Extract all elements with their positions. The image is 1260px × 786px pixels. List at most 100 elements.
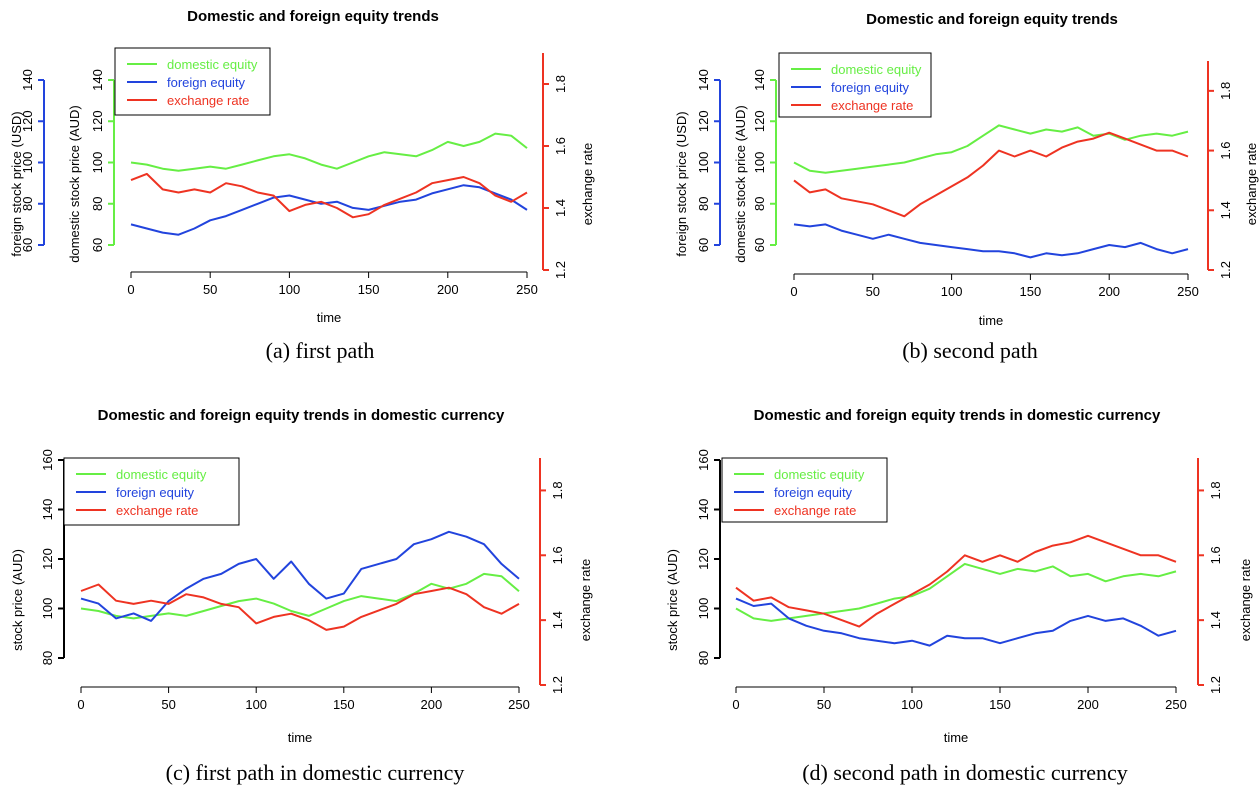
x-tick-label: 150	[989, 697, 1011, 712]
left-axis-label: stock price (AUD)	[10, 549, 25, 651]
right-axis-label: exchange rate	[578, 559, 593, 641]
left-tick-label: 140	[90, 69, 105, 91]
x-tick-label: 250	[508, 697, 530, 712]
left-tick-label: 60	[752, 238, 767, 252]
left-tick-label: 60	[20, 238, 35, 252]
chart-title: Domestic and foreign equity trends in do…	[98, 407, 505, 424]
right-tick-label: 1.4	[1218, 201, 1233, 219]
left-axis-label: domestic stock price (AUD)	[733, 105, 748, 262]
series-line-domestic-equity	[735, 562, 1177, 622]
x-axis-label: time	[979, 313, 1004, 328]
series-line-foreign-equity	[130, 184, 528, 236]
x-tick-label: 0	[127, 282, 134, 297]
left-tick-label: 80	[90, 197, 105, 211]
left-tick-label: 80	[20, 197, 35, 211]
caption-c: (c) first path in domestic currency	[165, 760, 465, 785]
legend-entry: domestic equity	[116, 467, 207, 482]
left-tick-label: 140	[696, 69, 711, 91]
left-tick-label: 140	[40, 499, 55, 521]
x-tick-label: 200	[421, 697, 443, 712]
x-tick-label: 0	[790, 284, 797, 299]
x-tick-label: 50	[866, 284, 880, 299]
right-axis-label: exchange rate	[1238, 559, 1253, 641]
legend-entry: foreign equity	[774, 485, 853, 500]
chart-panel-a: Domestic and foreign equity trends 0 50 100…	[9, 8, 595, 325]
left-axis-label: foreign stock price (USD)	[674, 111, 689, 256]
legend-entry: exchange rate	[831, 98, 913, 113]
legend-entry: exchange rate	[167, 93, 249, 108]
chart-panel-c: Domestic and foreign equity trends in do…	[10, 407, 593, 745]
right-tick-label: 1.4	[550, 611, 565, 629]
x-axis-label: time	[317, 310, 342, 325]
left-tick-label: 60	[696, 238, 711, 252]
x-tick-label: 200	[1098, 284, 1120, 299]
series-line-exchange-rate	[735, 534, 1177, 628]
series-line-domestic-equity	[793, 124, 1189, 174]
caption-b: (b) second path	[902, 338, 1038, 363]
series-line-exchange-rate	[793, 131, 1189, 218]
left-tick-label: 80	[752, 197, 767, 211]
legend-entry: exchange rate	[774, 503, 856, 518]
left-tick-label: 100	[696, 152, 711, 174]
chart-panel-d: Domestic and foreign equity trends in do…	[665, 407, 1253, 745]
left-tick-label: 120	[752, 110, 767, 132]
left-tick-label: 80	[696, 651, 711, 665]
x-tick-label: 50	[817, 697, 831, 712]
right-tick-label: 1.6	[550, 546, 565, 564]
x-tick-label: 100	[941, 284, 963, 299]
right-tick-label: 1.8	[550, 481, 565, 499]
left-tick-label: 100	[20, 152, 35, 174]
left-tick-label: 120	[20, 110, 35, 132]
right-tick-label: 1.6	[1218, 142, 1233, 160]
right-tick-label: 1.2	[553, 261, 568, 279]
series-line-exchange-rate	[130, 172, 528, 219]
left-tick-label: 160	[40, 449, 55, 471]
legend-entry: foreign equity	[831, 80, 910, 95]
legend-entry: domestic equity	[774, 467, 865, 482]
x-tick-label: 100	[279, 282, 301, 297]
left-tick-label: 60	[90, 238, 105, 252]
legend-entry: domestic equity	[831, 62, 922, 77]
left-tick-label: 160	[696, 449, 711, 471]
right-tick-label: 1.8	[1218, 82, 1233, 100]
left-tick-label: 140	[20, 69, 35, 91]
left-tick-label: 120	[90, 110, 105, 132]
x-tick-label: 150	[333, 697, 355, 712]
series-line-exchange-rate	[80, 583, 520, 631]
right-tick-label: 1.8	[1208, 481, 1223, 499]
left-tick-label: 140	[696, 499, 711, 521]
legend-entry: foreign equity	[116, 485, 195, 500]
x-tick-label: 150	[1020, 284, 1042, 299]
x-tick-label: 0	[77, 697, 84, 712]
left-axis-label: domestic stock price (AUD)	[67, 105, 82, 262]
caption-d: (d) second path in domestic currency	[802, 760, 1128, 785]
chart-panel-b: Domestic and foreign equity trends 0 50 100…	[674, 11, 1259, 328]
series-line-domestic-equity	[130, 132, 528, 172]
left-tick-label: 120	[696, 548, 711, 570]
left-tick-label: 120	[40, 548, 55, 570]
x-tick-label: 0	[732, 697, 739, 712]
left-tick-label: 100	[752, 152, 767, 174]
chart-title: Domestic and foreign equity trends	[866, 11, 1118, 28]
legend-entry: foreign equity	[167, 75, 246, 90]
left-tick-label: 80	[696, 197, 711, 211]
x-tick-label: 150	[358, 282, 380, 297]
chart-title: Domestic and foreign equity trends	[187, 8, 439, 25]
left-axis-label: stock price (AUD)	[665, 549, 680, 651]
x-axis-label: time	[288, 730, 313, 745]
right-tick-label: 1.2	[1218, 261, 1233, 279]
right-tick-label: 1.4	[1208, 611, 1223, 629]
series-line-foreign-equity	[793, 223, 1189, 259]
right-tick-label: 1.6	[553, 137, 568, 155]
left-tick-label: 120	[696, 110, 711, 132]
left-tick-label: 100	[696, 598, 711, 620]
left-axis-label: foreign stock price (USD)	[9, 111, 24, 256]
legend-box	[778, 52, 932, 118]
right-tick-label: 1.6	[1208, 546, 1223, 564]
right-tick-label: 1.2	[550, 676, 565, 694]
caption-a: (a) first path	[265, 338, 375, 363]
left-tick-label: 140	[752, 69, 767, 91]
x-tick-label: 250	[1177, 284, 1199, 299]
right-axis-label: exchange rate	[580, 143, 595, 225]
